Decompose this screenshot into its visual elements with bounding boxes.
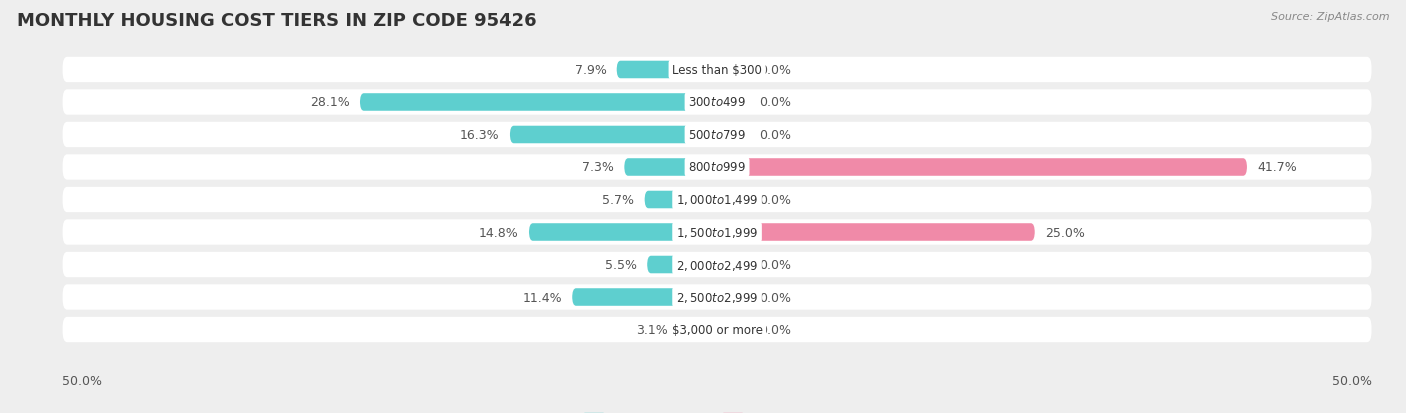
- Text: 0.0%: 0.0%: [759, 64, 792, 77]
- FancyBboxPatch shape: [63, 155, 1371, 180]
- Text: 25.0%: 25.0%: [1045, 226, 1085, 239]
- Text: 7.3%: 7.3%: [582, 161, 614, 174]
- FancyBboxPatch shape: [63, 90, 1371, 115]
- Text: 0.0%: 0.0%: [759, 323, 792, 336]
- FancyBboxPatch shape: [63, 188, 1371, 213]
- Text: $300 to $499: $300 to $499: [688, 96, 747, 109]
- Text: $3,000 or more: $3,000 or more: [672, 323, 762, 336]
- FancyBboxPatch shape: [717, 191, 749, 209]
- FancyBboxPatch shape: [63, 285, 1371, 310]
- FancyBboxPatch shape: [510, 126, 717, 144]
- Text: 5.5%: 5.5%: [605, 259, 637, 271]
- FancyBboxPatch shape: [717, 62, 749, 79]
- FancyBboxPatch shape: [529, 224, 717, 241]
- FancyBboxPatch shape: [678, 321, 717, 339]
- Text: 0.0%: 0.0%: [759, 291, 792, 304]
- FancyBboxPatch shape: [63, 58, 1371, 83]
- Text: 3.1%: 3.1%: [636, 323, 668, 336]
- FancyBboxPatch shape: [644, 191, 717, 209]
- FancyBboxPatch shape: [360, 94, 717, 112]
- FancyBboxPatch shape: [63, 317, 1371, 342]
- FancyBboxPatch shape: [717, 94, 749, 112]
- Text: $2,000 to $2,499: $2,000 to $2,499: [676, 258, 758, 272]
- FancyBboxPatch shape: [624, 159, 717, 176]
- Text: $2,500 to $2,999: $2,500 to $2,999: [676, 290, 758, 304]
- FancyBboxPatch shape: [717, 224, 1035, 241]
- Text: Less than $300: Less than $300: [672, 64, 762, 77]
- Text: 16.3%: 16.3%: [460, 129, 499, 142]
- Text: $1,500 to $1,999: $1,500 to $1,999: [676, 225, 758, 240]
- Text: 0.0%: 0.0%: [759, 194, 792, 206]
- FancyBboxPatch shape: [63, 252, 1371, 278]
- Text: 28.1%: 28.1%: [311, 96, 350, 109]
- Text: Source: ZipAtlas.com: Source: ZipAtlas.com: [1271, 12, 1389, 22]
- Text: 41.7%: 41.7%: [1257, 161, 1296, 174]
- Text: 0.0%: 0.0%: [759, 96, 792, 109]
- Text: $500 to $799: $500 to $799: [688, 129, 747, 142]
- Text: 11.4%: 11.4%: [523, 291, 562, 304]
- FancyBboxPatch shape: [617, 62, 717, 79]
- Text: 0.0%: 0.0%: [759, 129, 792, 142]
- Text: MONTHLY HOUSING COST TIERS IN ZIP CODE 95426: MONTHLY HOUSING COST TIERS IN ZIP CODE 9…: [17, 12, 537, 30]
- FancyBboxPatch shape: [717, 256, 749, 274]
- Text: $1,000 to $1,499: $1,000 to $1,499: [676, 193, 758, 207]
- Text: 0.0%: 0.0%: [759, 259, 792, 271]
- Text: 5.7%: 5.7%: [602, 194, 634, 206]
- FancyBboxPatch shape: [717, 321, 749, 339]
- FancyBboxPatch shape: [572, 289, 717, 306]
- FancyBboxPatch shape: [63, 220, 1371, 245]
- FancyBboxPatch shape: [717, 289, 749, 306]
- Text: 14.8%: 14.8%: [479, 226, 519, 239]
- FancyBboxPatch shape: [717, 159, 1247, 176]
- FancyBboxPatch shape: [647, 256, 717, 274]
- Text: $800 to $999: $800 to $999: [688, 161, 747, 174]
- FancyBboxPatch shape: [63, 123, 1371, 148]
- Text: 7.9%: 7.9%: [575, 64, 606, 77]
- FancyBboxPatch shape: [717, 126, 749, 144]
